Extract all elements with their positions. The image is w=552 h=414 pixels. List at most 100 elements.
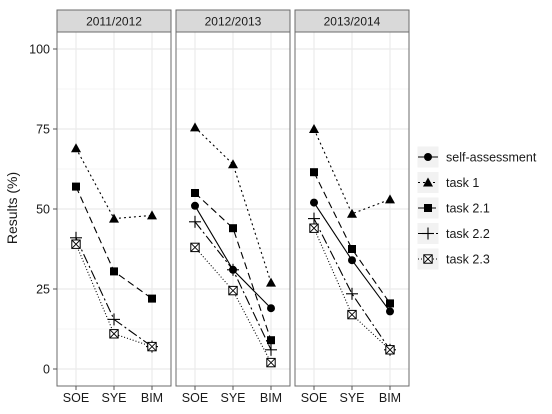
y-axis-title: Results (%) [4, 172, 20, 244]
y-tick-label: 25 [36, 283, 50, 297]
data-point-task-1 [109, 213, 119, 223]
data-point-task-2-1-shape [72, 182, 80, 191]
data-point-self-assessment [267, 304, 275, 313]
data-point-task-1 [266, 277, 276, 287]
data-point-task-2-2 [308, 212, 320, 225]
data-point-task-1 [347, 208, 357, 218]
data-point-task-2-1 [110, 267, 118, 276]
x-tick-label: BIM [141, 391, 163, 405]
series-line-task-2-2 [313, 218, 391, 351]
y-axis: 0 25 50 75 100 Results (%) [4, 43, 57, 377]
legend-label: task 2.3 [446, 253, 490, 267]
x-tick-label: SOE [301, 391, 327, 405]
y-tick-label: 100 [29, 43, 50, 57]
x-tick-label: SYE [220, 391, 245, 405]
data-point-task-2-2 [189, 215, 201, 228]
legend-item: task 2.2 [416, 222, 490, 245]
data-point-task-2-1 [191, 189, 199, 197]
data-point-task-1-shape [347, 208, 357, 218]
data-point-task-2-3 [385, 345, 395, 355]
data-point-self-assessment [191, 201, 199, 210]
legend-label: task 1 [446, 176, 479, 190]
data-point-task-2-1 [229, 224, 237, 233]
data-point-task-2-2 [265, 343, 277, 356]
legend-item: task 1 [416, 171, 479, 194]
data-point-self-assessment [348, 256, 356, 265]
data-point-task-2-3 [109, 329, 119, 339]
series-line-task-1 [194, 127, 272, 283]
data-point-self-assessment-shape [191, 201, 199, 210]
data-point-task-1-shape [385, 194, 395, 204]
legend-key-marker [424, 153, 432, 161]
legend: self-assessment task 1 task 2.1 task 2.2 tas… [416, 145, 537, 271]
x-tick-label: BIM [260, 391, 282, 405]
data-point-task-2-1-shape [310, 168, 318, 177]
data-point-task-1-shape [109, 213, 119, 223]
data-point-task-1-shape [266, 277, 276, 287]
series-line-task-2-1 [313, 171, 391, 304]
legend-item: task 2.3 [416, 247, 490, 271]
data-point-task-1 [190, 122, 200, 132]
data-point-task-2-2 [227, 263, 239, 276]
data-point-self-assessment [310, 198, 318, 207]
legend-key-marker-shape [424, 153, 432, 161]
data-point-task-2-3-d2 [109, 329, 119, 339]
data-point-task-2-1 [148, 294, 156, 303]
data-point-self-assessment-shape [310, 198, 318, 207]
data-point-task-2-1-shape [148, 294, 156, 303]
data-point-task-2-1 [348, 245, 356, 253]
data-point-task-1-shape [190, 122, 200, 132]
data-point-task-2-3 [228, 285, 238, 296]
data-point-task-1 [309, 124, 319, 133]
data-point-self-assessment-shape [267, 304, 275, 313]
x-tick-label: BIM [379, 391, 401, 405]
data-point-task-1-shape [228, 159, 238, 169]
legend-label: task 2.1 [446, 202, 490, 216]
series-line-task-2-1 [194, 192, 272, 341]
data-point-task-1-shape [309, 124, 319, 133]
series-line-task-1 [313, 128, 391, 215]
data-point-task-2-1 [310, 168, 318, 177]
data-point-task-2-3-d2 [71, 239, 81, 249]
data-point-task-2-3-d2 [309, 223, 319, 233]
data-point-task-2-1 [386, 299, 394, 308]
facet-panel-1: 2011/2012 SOE SYE BIM [56, 9, 172, 405]
legend-item: self-assessment [416, 145, 537, 169]
data-point-self-assessment-shape [348, 256, 356, 265]
facet-title: 2011/2012 [86, 15, 142, 29]
data-point-task-2-1-shape [110, 267, 118, 276]
x-tick-label: SOE [182, 391, 208, 405]
data-point-task-1-shape [147, 210, 157, 220]
data-point-task-2-1 [267, 336, 275, 345]
data-point-task-2-3 [347, 309, 357, 320]
data-point-task-2-1-shape [229, 224, 237, 233]
data-point-task-2-3-d2 [190, 242, 200, 252]
legend-label: task 2.2 [446, 227, 490, 241]
legend-key-marker [423, 254, 433, 264]
y-tick-label: 50 [36, 203, 50, 217]
legend-key-marker [422, 227, 434, 240]
legend-key-marker-d2 [423, 254, 433, 264]
data-point-task-1 [71, 143, 81, 153]
legend-key-marker-shape [423, 177, 433, 187]
legend-item: task 2.1 [416, 196, 490, 220]
legend-label: self-assessment [446, 151, 537, 165]
data-point-task-2-3-d2 [147, 342, 157, 352]
data-point-task-2-2 [346, 287, 358, 300]
data-point-task-2-1-shape [348, 245, 356, 253]
data-point-task-2-3 [266, 357, 276, 368]
data-point-task-2-3-d2 [347, 310, 357, 320]
data-point-task-2-3 [309, 223, 319, 233]
data-point-task-1 [147, 210, 157, 220]
data-point-task-2-3 [71, 239, 81, 249]
data-point-task-2-1-shape [386, 299, 394, 308]
facet-title: 2012/2013 [205, 15, 262, 29]
data-point-task-2-3 [147, 341, 157, 352]
facet-panel-2: 2012/2013 SOE SYE BIM [175, 9, 291, 405]
facet-panel-3: 2013/2014 SOE SYE BIM [294, 9, 410, 405]
data-point-self-assessment-shape [386, 307, 394, 316]
x-tick-label: SYE [101, 391, 126, 405]
